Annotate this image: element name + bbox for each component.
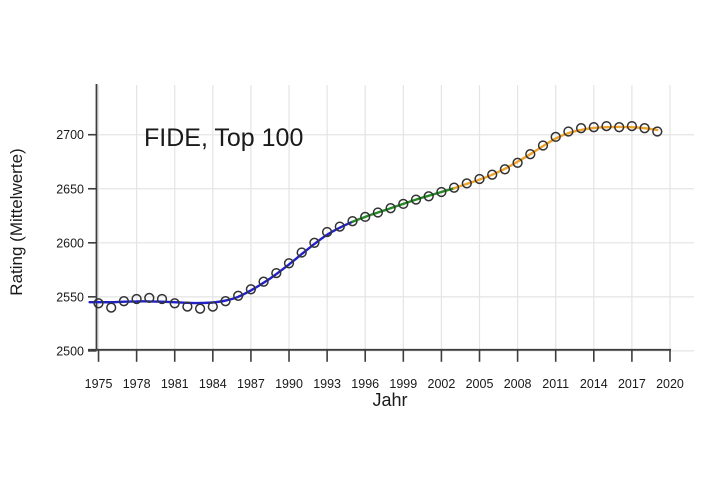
y-tick-label: 2550	[56, 290, 84, 304]
x-tick-label: 2002	[428, 377, 456, 391]
data-point	[169, 298, 180, 309]
data-point	[144, 292, 155, 304]
data-point	[283, 258, 295, 269]
data-point	[436, 186, 447, 198]
data-point	[271, 267, 282, 279]
trend-segment-early	[88, 220, 354, 305]
x-tick-label: 2008	[504, 377, 532, 391]
data-point	[93, 298, 104, 309]
data-point	[601, 120, 612, 132]
data-point	[360, 211, 371, 223]
x-tick-label: 2017	[618, 377, 646, 391]
data-point	[410, 194, 422, 205]
gridlines	[96, 85, 694, 352]
data-point	[385, 203, 396, 214]
data-point	[156, 293, 168, 305]
data-point	[423, 191, 434, 202]
data-point	[525, 149, 536, 160]
x-tick-label: 1984	[199, 377, 227, 391]
x-tick-label: 1975	[85, 377, 113, 391]
data-point	[575, 123, 587, 134]
data-point	[652, 126, 663, 137]
x-tick-label: 2020	[656, 377, 684, 391]
data-point	[220, 296, 231, 307]
x-tick-label: 1981	[161, 377, 189, 391]
data-point	[194, 303, 206, 314]
x-axis-title: Jahr	[372, 390, 407, 410]
x-tick-label: 1987	[237, 377, 265, 391]
data-point	[309, 237, 320, 248]
data-point	[131, 293, 142, 305]
data-points	[93, 120, 663, 314]
data-point	[614, 122, 625, 133]
data-point	[626, 120, 638, 132]
data-point	[512, 157, 523, 168]
data-point	[448, 182, 460, 193]
x-tick-label: 1978	[123, 377, 151, 391]
tick-labels: 2500 2550 2600 2650 2700 1975 1978 1981 1984 1987…	[56, 128, 684, 391]
axes	[88, 84, 671, 362]
data-point	[639, 123, 650, 134]
data-point	[372, 207, 384, 218]
y-tick-label: 2500	[56, 344, 84, 358]
chart-title: FIDE, Top 100	[144, 124, 303, 152]
data-point	[118, 296, 130, 307]
data-point	[563, 126, 574, 137]
y-tick-label: 2700	[56, 128, 84, 142]
data-point	[499, 164, 511, 175]
x-tick-label: 1996	[351, 377, 379, 391]
data-point	[296, 247, 307, 258]
data-point	[588, 122, 599, 133]
data-point	[550, 131, 561, 143]
x-tick-label: 2005	[466, 377, 494, 391]
data-point	[258, 276, 269, 287]
data-point	[233, 290, 244, 301]
data-point	[347, 216, 358, 227]
data-point	[398, 198, 409, 210]
data-point	[334, 221, 345, 232]
x-tick-label: 1993	[313, 377, 341, 391]
data-point	[487, 169, 498, 180]
x-tick-label: 1990	[275, 377, 303, 391]
data-point	[106, 302, 117, 313]
data-point	[461, 178, 472, 189]
data-point	[537, 140, 549, 151]
y-axis-title: Rating (Mittelwerte)	[7, 148, 26, 295]
data-point	[321, 226, 333, 238]
x-tick-label: 2014	[580, 377, 608, 391]
y-tick-label: 2600	[56, 236, 84, 250]
data-point	[474, 173, 485, 185]
x-tick-label: 1999	[389, 377, 417, 391]
data-point	[182, 301, 193, 312]
data-point	[245, 284, 257, 295]
data-point	[207, 301, 218, 312]
y-tick-label: 2650	[56, 182, 84, 196]
x-tick-label: 2011	[542, 377, 569, 391]
